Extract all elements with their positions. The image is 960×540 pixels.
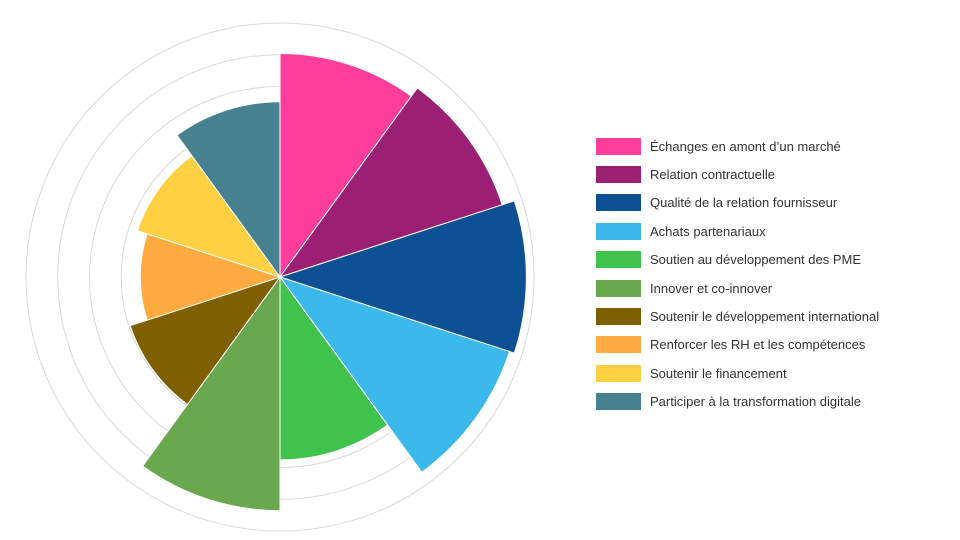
legend-label: Soutenir le financement [650,365,787,381]
legend-item[interactable]: Soutenir le financement [596,359,879,387]
grid-ring-5 [25,22,535,532]
legend-swatch [596,251,641,269]
slice-7[interactable] [129,276,282,406]
legend-label: Échanges en amont d’un marché [650,138,841,154]
slice-4[interactable] [278,276,511,473]
slice-1[interactable] [279,52,413,279]
legend-swatch [596,166,641,184]
slice-8[interactable] [139,233,282,321]
slice-6[interactable] [141,275,281,512]
legend-label: Relation contractuelle [650,167,776,183]
legend-label: Achats partenariaux [650,223,766,239]
legend-label: Participer à la transformation digitale [650,394,861,410]
legend-label: Soutenir le développement international [650,309,880,325]
legend-swatch [596,194,641,212]
chart-slices [129,52,527,512]
legend-swatch [596,222,641,240]
legend-swatch [596,279,641,297]
legend-label: Qualité de la relation fournisseur [650,195,838,211]
legend-item[interactable]: Relation contractuelle [596,160,879,188]
legend-item[interactable]: Renforcer les RH et les compétences [596,331,879,359]
legend-item[interactable]: Soutenir le développement international [596,302,879,330]
legend-label: Renforcer les RH et les compétences [650,337,866,353]
legend-item[interactable]: Échanges en amont d’un marché [596,132,879,160]
slice-9[interactable] [136,155,282,278]
legend-item[interactable]: Qualité de la relation fournisseur [596,189,879,217]
legend-label: Soutien au développement des PME [650,252,862,268]
legend-item[interactable]: Soutien au développement des PME [596,246,879,274]
legend-item[interactable]: Achats partenariaux [596,217,879,245]
legend-swatch [596,336,641,354]
slice-10[interactable] [176,101,281,279]
legend-swatch [596,308,641,326]
slice-2[interactable] [278,87,503,278]
slice-5[interactable] [279,275,389,461]
legend-swatch [596,364,641,382]
legend: Échanges en amont d’un marché Relation co… [596,132,879,416]
legend-swatch [596,137,641,155]
legend-item[interactable]: Innover et co-innover [596,274,879,302]
legend-label: Innover et co-innover [650,280,773,296]
slice-3[interactable] [278,200,527,354]
legend-item[interactable]: Participer à la transformation digitale [596,388,879,416]
legend-swatch [596,393,641,411]
polar-area-chart [25,22,535,532]
